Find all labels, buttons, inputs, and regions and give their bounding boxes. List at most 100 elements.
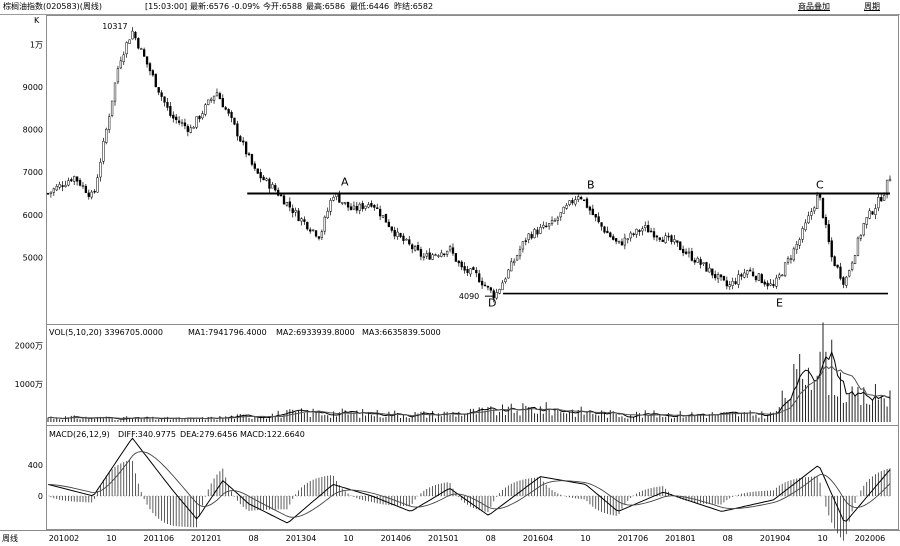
- candle-down: [725, 280, 728, 287]
- candle-up: [574, 199, 577, 205]
- candle-down: [830, 240, 833, 258]
- candle-up: [795, 244, 798, 250]
- candle-down: [842, 277, 845, 285]
- candle-down: [661, 239, 664, 242]
- candle-up: [445, 250, 449, 255]
- candle-down: [676, 240, 679, 243]
- candle-down: [719, 274, 723, 278]
- candle-down: [253, 163, 257, 169]
- candle-down: [699, 259, 702, 265]
- period-button[interactable]: 周期: [864, 2, 880, 11]
- candle-down: [492, 290, 495, 299]
- candle-up: [716, 274, 720, 280]
- candle-up: [128, 39, 131, 44]
- candle-down: [475, 269, 478, 274]
- candle-down: [256, 168, 259, 174]
- candle-up: [311, 229, 315, 232]
- candle-down: [46, 193, 50, 195]
- candle-down: [145, 56, 149, 65]
- time-tick-label: 201501: [428, 534, 459, 543]
- candle-up: [180, 122, 184, 124]
- candle-up: [728, 284, 731, 287]
- candle-down: [151, 70, 155, 76]
- candle-down: [247, 153, 251, 155]
- candle-up: [556, 217, 560, 221]
- candle-up: [664, 235, 667, 244]
- candle-up: [90, 191, 93, 198]
- candle-up: [341, 202, 344, 204]
- candle-up: [195, 116, 198, 128]
- time-tick-label: 08: [723, 534, 733, 543]
- point-d-label: D: [488, 297, 496, 310]
- candle-down: [818, 194, 822, 198]
- point-c-label: C: [816, 178, 824, 191]
- candle-down: [262, 176, 265, 181]
- candle-down: [134, 32, 137, 39]
- candle-up: [504, 278, 507, 283]
- candle-down: [833, 256, 836, 267]
- price-axis-labels: 1万 9000 8000 7000 6000 5000: [23, 40, 43, 262]
- candle-up: [885, 179, 889, 195]
- price-tick-label: 6000: [23, 211, 43, 220]
- candle-down: [836, 264, 839, 268]
- candle-down: [478, 273, 481, 283]
- candle-up: [798, 239, 801, 246]
- candle-down: [317, 236, 321, 239]
- candle-down: [361, 203, 364, 210]
- title-bar: 棕榈油指数(020583)(周线) [15:03:00] 最新:6576 -0.…: [0, 0, 900, 15]
- candle-down: [172, 114, 175, 119]
- candle-down: [279, 194, 283, 197]
- candle-down: [681, 248, 685, 254]
- candle-up: [67, 180, 70, 186]
- price-tick-label: 7000: [23, 168, 43, 177]
- candle-down: [711, 268, 714, 276]
- candle-down: [306, 221, 309, 230]
- macd-diff-label: DIFF:340.9775: [118, 430, 176, 439]
- candle-up: [577, 196, 580, 200]
- candle-up: [757, 273, 761, 281]
- candle-down: [443, 253, 446, 256]
- candle-down: [84, 185, 88, 193]
- candle-down: [734, 281, 737, 284]
- candle-down: [667, 235, 670, 238]
- time-tick-label: 201201: [191, 534, 222, 543]
- candle-up: [96, 177, 99, 193]
- instrument-title: 棕榈油指数(020583)(周线): [3, 2, 103, 11]
- candle-down: [483, 284, 487, 287]
- time-tick-label: 10: [106, 534, 116, 543]
- point-e-label: E: [776, 297, 783, 310]
- latest-price: 最新:6576 -0.09%: [190, 2, 260, 11]
- candle-up: [204, 104, 207, 115]
- volume-ma3-label: MA3:6635839.5000: [362, 328, 441, 337]
- quote-time: [15:03:00]: [145, 2, 188, 11]
- candle-down: [472, 267, 475, 270]
- time-tick-label: 201604: [523, 534, 554, 543]
- candle-up: [781, 274, 784, 277]
- candle-down: [61, 185, 64, 187]
- candle-up: [344, 201, 347, 204]
- candle-down: [690, 251, 694, 261]
- candle-down: [419, 249, 423, 257]
- candle-up: [807, 215, 810, 224]
- candle-up: [265, 178, 268, 181]
- candle-up: [192, 127, 195, 129]
- candle-down: [530, 234, 533, 239]
- candle-down: [740, 274, 743, 277]
- overlay-button[interactable]: 商品叠加: [798, 2, 830, 11]
- candle-down: [137, 38, 140, 49]
- candle-up: [440, 252, 443, 257]
- candle-up: [533, 229, 536, 239]
- candle-up: [696, 257, 699, 263]
- volume-ma1-line: [47, 350, 891, 420]
- candle-up: [518, 249, 522, 257]
- candle-up: [801, 228, 804, 240]
- candle-up: [105, 128, 108, 143]
- candle-down: [524, 240, 527, 242]
- candle-up: [113, 82, 117, 102]
- candle-up: [859, 235, 863, 239]
- candle-up: [329, 200, 332, 212]
- time-tick-label: 202006: [855, 534, 886, 543]
- candle-up: [845, 276, 848, 286]
- price-panel-frame: [46, 15, 899, 325]
